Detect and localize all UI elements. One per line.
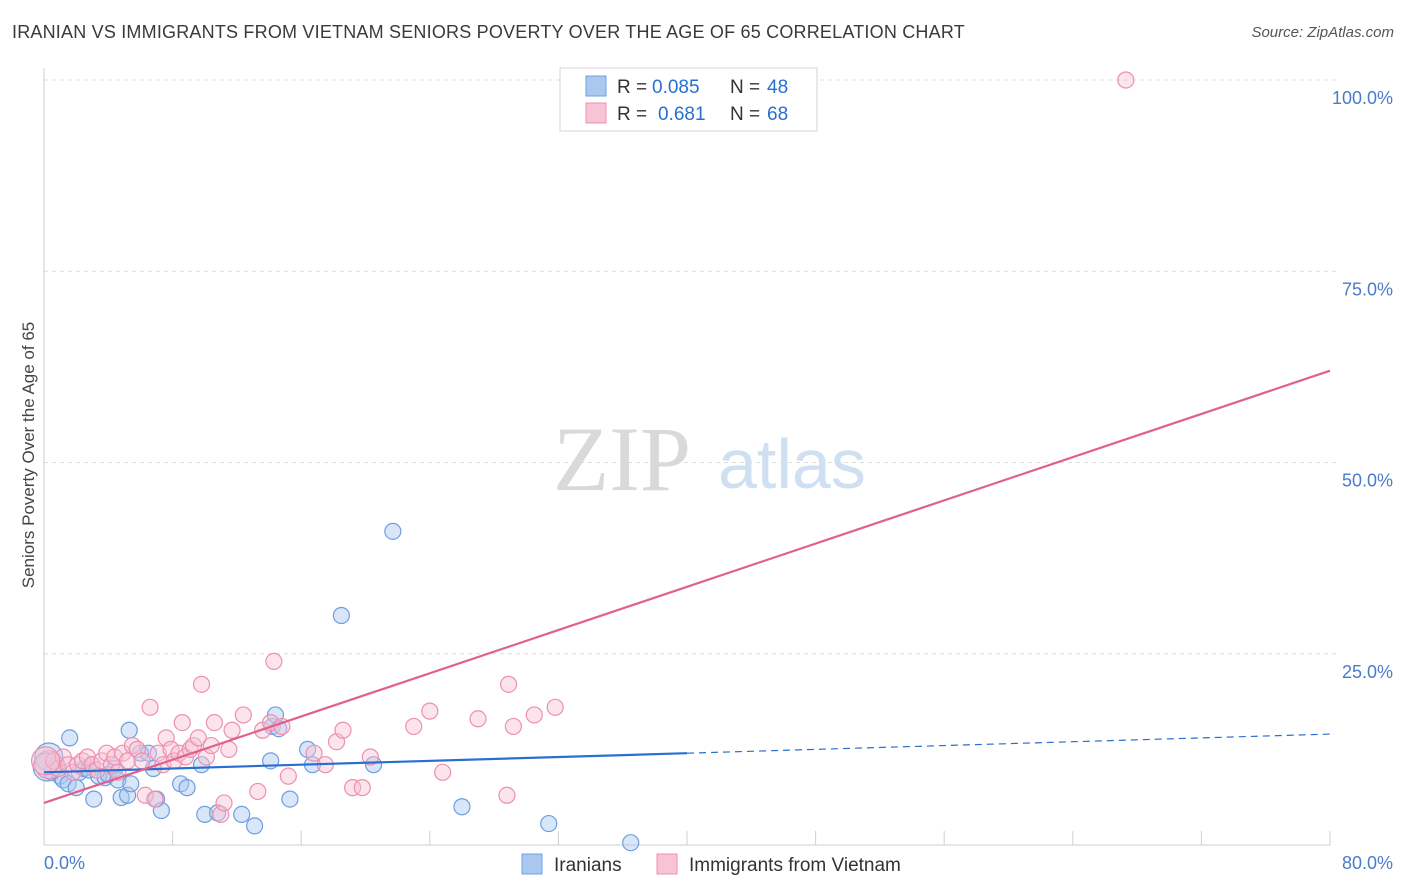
point-vietnam bbox=[265, 652, 283, 671]
point-vietnam bbox=[205, 713, 223, 732]
stats-r-label-vietnam: R = bbox=[617, 104, 647, 125]
point-iranians bbox=[384, 522, 402, 540]
point-iranians bbox=[120, 721, 138, 739]
stats-r-label-iranians: R = bbox=[617, 77, 647, 98]
watermark-zip: ZIP bbox=[553, 408, 691, 510]
point-vietnam bbox=[334, 721, 352, 739]
point-iranians bbox=[122, 775, 140, 793]
point-vietnam bbox=[83, 756, 101, 774]
axes bbox=[43, 68, 1331, 846]
point-vietnam bbox=[234, 706, 252, 724]
legend: Iranians Immigrants from Vietnam bbox=[521, 853, 901, 876]
point-vietnam bbox=[344, 779, 362, 797]
point-iranians bbox=[178, 779, 196, 797]
chart-title: IRANIAN VS IMMIGRANTS FROM VIETNAM SENIO… bbox=[12, 22, 965, 42]
stats-n-value-iranians: 48 bbox=[767, 77, 788, 98]
trend-line-iranians-extension bbox=[686, 733, 1331, 754]
point-iranians bbox=[281, 790, 299, 808]
stats-swatch-iranians bbox=[585, 75, 607, 97]
point-vietnam bbox=[546, 698, 564, 716]
point-vietnam bbox=[189, 729, 207, 747]
watermark-atlas: atlas bbox=[718, 425, 866, 503]
point-vietnam bbox=[202, 736, 220, 755]
stats-n-label-iranians: N = bbox=[730, 77, 760, 98]
x-tick-label: 0.0% bbox=[44, 853, 85, 873]
gridlines bbox=[44, 79, 1338, 655]
point-vietnam bbox=[173, 713, 191, 732]
point-vietnam bbox=[215, 794, 233, 812]
stats-box: R = 0.085 N = 48 R = 0.681 N = 68 bbox=[559, 67, 818, 132]
legend-swatch-iranians bbox=[521, 853, 543, 875]
point-iranians bbox=[245, 817, 264, 835]
point-vietnam bbox=[499, 675, 518, 693]
point-iranians bbox=[233, 805, 251, 824]
legend-swatch-vietnam bbox=[656, 853, 678, 875]
y-axis-title: Seniors Poverty Over the Age of 65 bbox=[19, 322, 38, 588]
point-iranians bbox=[540, 814, 558, 833]
point-vietnam bbox=[421, 702, 439, 720]
point-iranians bbox=[61, 729, 79, 747]
data-points bbox=[31, 71, 1135, 852]
point-iranians bbox=[332, 606, 350, 625]
x-tick-label: 80.0% bbox=[1342, 853, 1393, 873]
y-tick-label: 50.0% bbox=[1342, 471, 1393, 491]
stats-r-value-vietnam: 0.681 bbox=[658, 104, 706, 125]
point-vietnam bbox=[405, 717, 423, 736]
stats-n-label-vietnam: N = bbox=[730, 104, 760, 125]
stats-r-value-iranians: 0.085 bbox=[652, 77, 700, 98]
point-vietnam bbox=[525, 706, 543, 724]
point-vietnam bbox=[361, 748, 379, 766]
point-vietnam bbox=[141, 698, 159, 716]
point-iranians bbox=[453, 798, 471, 816]
stats-swatch-vietnam bbox=[585, 102, 607, 124]
point-vietnam bbox=[434, 763, 452, 781]
point-vietnam bbox=[146, 790, 164, 808]
trend-line-iranians bbox=[43, 752, 688, 774]
point-vietnam bbox=[279, 767, 297, 785]
y-tick-label: 75.0% bbox=[1342, 279, 1393, 299]
point-vietnam bbox=[262, 713, 280, 732]
trend-lines bbox=[43, 369, 1331, 804]
point-vietnam bbox=[353, 779, 371, 797]
point-vietnam bbox=[133, 752, 151, 770]
point-iranians bbox=[622, 834, 640, 852]
y-tick-label: 25.0% bbox=[1342, 662, 1393, 682]
tick-labels: 25.0% 50.0% 75.0% 100.0% 0.0% 80.0% bbox=[44, 88, 1393, 873]
point-vietnam bbox=[305, 744, 323, 762]
stats-n-value-vietnam: 68 bbox=[767, 104, 788, 125]
point-vietnam bbox=[1117, 71, 1135, 89]
point-vietnam bbox=[223, 721, 241, 739]
chart-source: Source: ZipAtlas.com bbox=[1251, 24, 1394, 41]
point-vietnam bbox=[192, 675, 211, 693]
point-iranians bbox=[34, 742, 64, 772]
point-vietnam bbox=[31, 746, 61, 776]
point-vietnam bbox=[136, 786, 154, 804]
legend-label-iranians: Iranians bbox=[554, 855, 622, 876]
point-vietnam bbox=[498, 786, 516, 804]
point-vietnam bbox=[469, 710, 487, 728]
legend-label-vietnam: Immigrants from Vietnam bbox=[689, 855, 901, 876]
y-tick-label: 100.0% bbox=[1332, 88, 1393, 108]
point-vietnam bbox=[249, 782, 267, 801]
trend-line-vietnam bbox=[43, 369, 1331, 804]
point-iranians bbox=[85, 790, 103, 808]
point-vietnam bbox=[504, 717, 522, 736]
